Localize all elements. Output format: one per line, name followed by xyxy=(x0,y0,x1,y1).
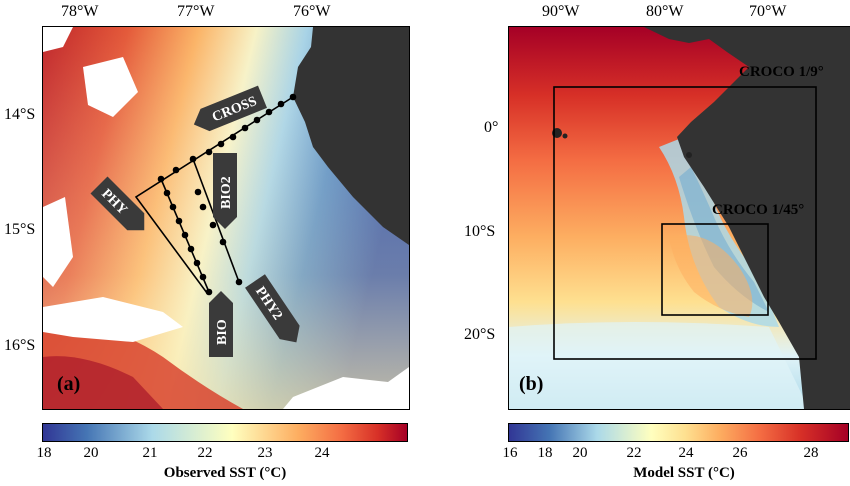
colorbar-tick: 21 xyxy=(142,445,158,461)
croco-1-45-domain-box xyxy=(661,223,769,316)
model-sst-field xyxy=(509,27,850,409)
lat-tick: 0° xyxy=(484,119,499,136)
colorbar-tick: 18 xyxy=(537,445,553,461)
arrow-bio2-label: BIO2 xyxy=(219,176,234,209)
observed-sst-field: CROSS BIO2 PHY BIO PHY2 xyxy=(43,27,409,409)
station-markers xyxy=(157,93,297,296)
land-mass-peru xyxy=(293,27,409,245)
observed-sst-map: CROSS BIO2 PHY BIO PHY2 (a) xyxy=(42,26,410,410)
arrow-bio2: BIO2 xyxy=(213,153,237,229)
colorbar-tick: 24 xyxy=(314,445,330,461)
lat-tick: 16°S xyxy=(4,337,36,354)
colorbar-tick: 28 xyxy=(803,445,819,461)
lat-tick: 14°S xyxy=(4,106,36,123)
lon-tick: 76°W xyxy=(293,3,331,20)
croco-1-45-label: CROCO 1/45° xyxy=(712,202,805,218)
panel-b-label: (b) xyxy=(519,373,544,395)
colorbar-tick: 22 xyxy=(626,445,642,461)
croco-1-9-label: CROCO 1/9° xyxy=(739,64,824,80)
observed-sst-colorbar xyxy=(42,423,408,442)
colorbar-title: Observed SST (°C) xyxy=(163,465,287,481)
lat-tick: 10°S xyxy=(464,223,496,240)
colorbar-tick: 23 xyxy=(257,445,273,461)
colorbar-tick: 18 xyxy=(36,445,52,461)
colorbar-tick: 16 xyxy=(502,445,518,461)
colorbar-title: Model SST (°C) xyxy=(633,465,735,481)
colorbar-tick: 24 xyxy=(678,445,694,461)
arrow-bio-label: BIO xyxy=(215,319,230,345)
colorbar-tick: 26 xyxy=(732,445,748,461)
model-sst-colorbar xyxy=(508,423,849,442)
lon-tick: 77°W xyxy=(177,3,215,20)
model-sst-map: (b) xyxy=(508,26,850,410)
colorbar-tick: 20 xyxy=(83,445,99,461)
lon-tick: 78°W xyxy=(61,3,99,20)
arrow-bio: BIO xyxy=(209,291,233,357)
land-mass-south-america xyxy=(677,27,850,409)
lon-tick: 70°W xyxy=(749,3,787,20)
lat-tick: 15°S xyxy=(4,221,36,238)
lon-tick: 90°W xyxy=(542,3,580,20)
lon-tick: 80°W xyxy=(646,3,684,20)
colorbar-tick: 22 xyxy=(197,445,213,461)
croco-1-9-domain-box xyxy=(553,86,817,360)
panel-a-label: (a) xyxy=(57,373,81,395)
colorbar-tick: 20 xyxy=(572,445,588,461)
lat-tick: 20°S xyxy=(464,326,496,343)
